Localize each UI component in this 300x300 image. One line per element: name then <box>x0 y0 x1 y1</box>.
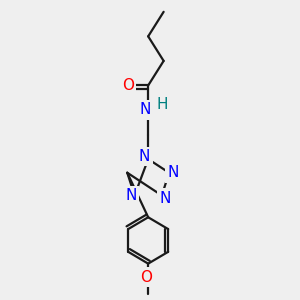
Text: N: N <box>167 165 178 180</box>
Text: N: N <box>125 188 136 203</box>
Text: N: N <box>140 103 151 118</box>
Text: N: N <box>160 191 171 206</box>
Text: O: O <box>140 270 152 285</box>
Text: O: O <box>122 78 134 93</box>
Text: N: N <box>139 149 150 164</box>
Text: H: H <box>156 97 168 112</box>
